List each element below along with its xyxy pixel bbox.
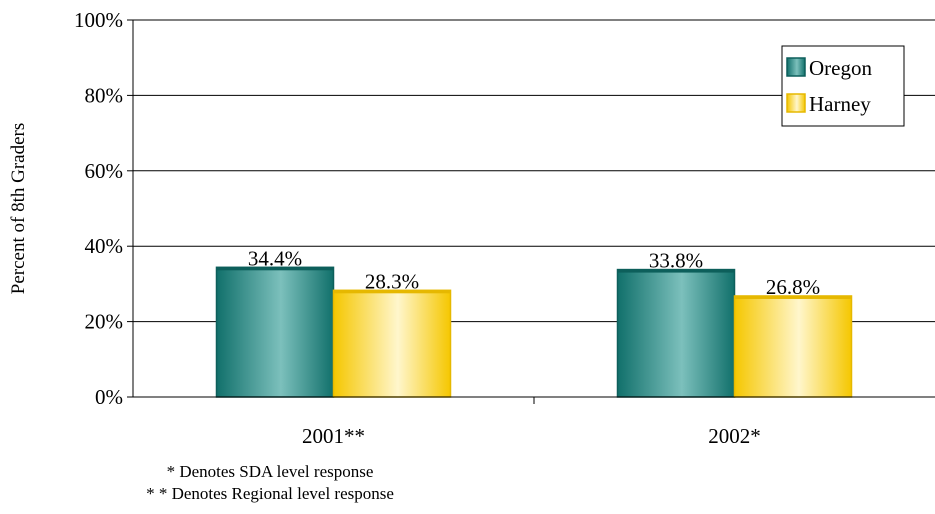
y-tick-label: 40% [85, 234, 124, 258]
bar-cap [734, 295, 852, 299]
legend-swatch-oregon [786, 57, 806, 77]
data-label: 28.3% [365, 269, 419, 293]
x-tick-label: 2002* [708, 424, 761, 448]
legend: Oregon Harney [781, 45, 905, 127]
y-tick-label: 80% [85, 83, 124, 107]
bar-cap [617, 269, 735, 273]
y-tick-label: 60% [85, 159, 124, 183]
footnote-sda: * Denotes SDA level response [166, 462, 374, 481]
legend-label-oregon: Oregon [809, 56, 872, 80]
bars-group [215, 266, 853, 398]
labels-group: 0% 20% 40% 60% 80% 100% Percent of 8th Graders… [8, 8, 820, 448]
bar-oregon [215, 266, 335, 398]
bar-harney [332, 289, 452, 398]
y-tick-label: 100% [74, 8, 123, 32]
legend-swatch-harney [786, 93, 806, 113]
bar-cap [216, 267, 334, 271]
y-axis-title: Percent of 8th Graders [8, 123, 29, 294]
y-tick-label: 0% [95, 385, 123, 409]
data-label: 34.4% [248, 246, 302, 270]
x-tick-label: 2001** [302, 424, 365, 448]
bar-harney [733, 295, 853, 398]
y-tick-label: 20% [85, 310, 124, 334]
axes [127, 19, 935, 404]
legend-label-harney: Harney [809, 92, 871, 116]
bar-oregon [616, 268, 736, 398]
bar-cap [333, 290, 451, 294]
data-label: 26.8% [766, 275, 820, 299]
data-label: 33.8% [649, 249, 703, 273]
footnote-regional: * * Denotes Regional level response [146, 484, 394, 503]
